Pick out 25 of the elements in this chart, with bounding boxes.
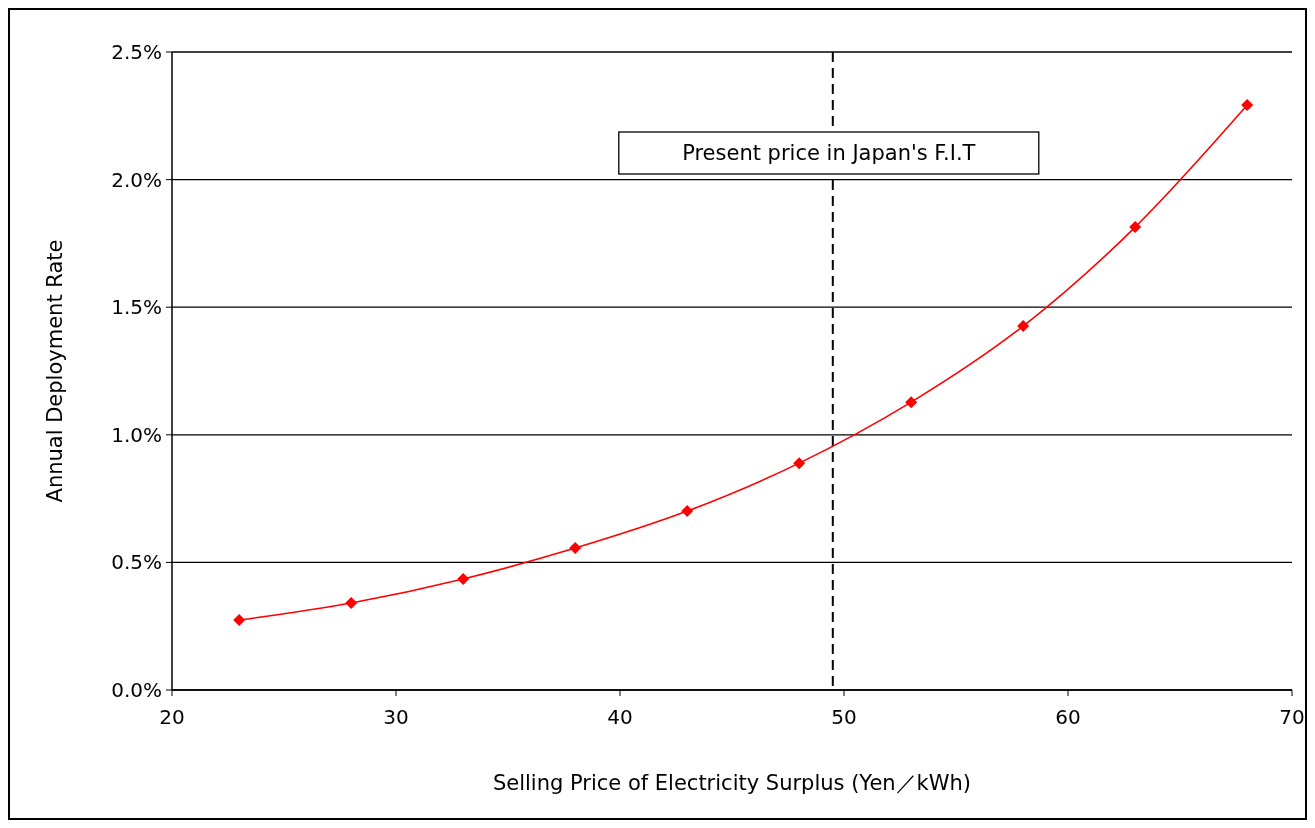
ref-line-label: Present price in Japan's F.I.T — [682, 141, 976, 166]
x-tick-label: 20 — [159, 705, 185, 729]
y-tick-label: 2.0% — [111, 167, 162, 192]
point — [457, 572, 470, 585]
point — [793, 457, 806, 470]
point — [345, 596, 358, 609]
point — [1241, 99, 1254, 112]
x-tick-label: 70 — [1279, 705, 1305, 729]
y-tick-label: 1.5% — [111, 295, 162, 320]
point — [569, 542, 582, 555]
point — [681, 505, 694, 518]
point — [1129, 221, 1142, 234]
x-tick-label: 40 — [607, 705, 633, 729]
y-tick-label: 1.0% — [111, 422, 162, 447]
x-tick-label: 30 — [383, 705, 409, 729]
y-tick-label: 0.0% — [111, 678, 162, 702]
point — [905, 396, 918, 409]
x-axis-title: Selling Price of Electricity Surplus (Yen／kWh) — [492, 771, 972, 795]
point — [233, 614, 246, 627]
point — [1017, 320, 1030, 333]
y-axis-title: Annual Deployment Rate — [43, 239, 67, 503]
y-tick-label: 2.5% — [111, 40, 162, 64]
y-tick-label: 0.5% — [111, 550, 162, 575]
x-tick-label: 50 — [831, 705, 857, 729]
x-tick-label: 60 — [1055, 705, 1081, 729]
